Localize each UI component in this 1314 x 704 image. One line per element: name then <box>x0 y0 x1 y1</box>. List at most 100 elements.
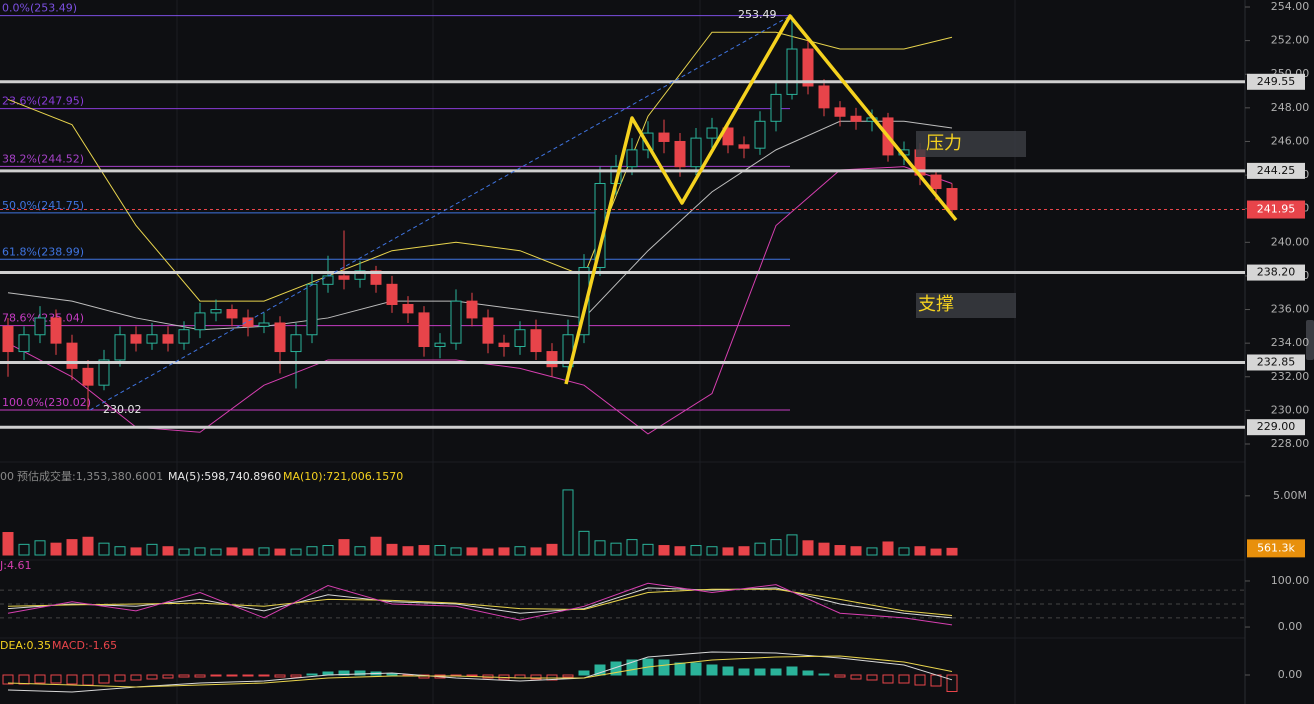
volume-bar <box>434 545 446 556</box>
candle-body <box>466 300 478 319</box>
candle-body <box>354 270 366 280</box>
macd-bar <box>754 668 766 676</box>
candle-body <box>514 329 526 348</box>
y-tick-label: 0.00 <box>1278 620 1303 633</box>
annotation-box <box>916 293 1016 318</box>
candle-body <box>626 149 638 168</box>
y-tick-label: 240.00 <box>1271 235 1310 248</box>
volume-bar <box>274 548 286 556</box>
volume-bar <box>2 532 14 556</box>
volume-bar <box>354 546 366 556</box>
kdj-line <box>7 587 953 619</box>
volume-bar <box>770 539 782 556</box>
volume-bar <box>146 543 158 556</box>
kdj-label: J:4.61 <box>0 559 31 572</box>
annotation-box <box>916 131 1026 157</box>
volume-bar <box>66 539 78 556</box>
level-label: 229.00 <box>1257 420 1296 433</box>
volume-bar <box>290 548 302 556</box>
volume-bar <box>466 547 478 556</box>
volume-bar <box>210 548 222 556</box>
volume-bar <box>802 540 814 556</box>
candle-body <box>146 334 158 344</box>
volume-bar <box>818 542 830 556</box>
volume-bar <box>674 546 686 556</box>
fib-trendline <box>89 15 791 411</box>
volume-bar <box>338 539 350 556</box>
macd-label: MACD:-1.65 <box>52 639 117 652</box>
y-tick-label: 0.00 <box>1278 668 1303 681</box>
peak-high-label: 253.49 <box>738 8 777 21</box>
macd-bar <box>82 674 94 686</box>
volume-bar <box>882 541 894 556</box>
last-price-label: 241.95 <box>1257 203 1296 216</box>
level-tag <box>1247 264 1305 281</box>
macd-bar <box>802 670 814 676</box>
macd-line <box>7 651 953 693</box>
volume-bar <box>626 539 638 556</box>
macd-bar <box>770 668 782 676</box>
candle-body <box>850 115 862 122</box>
candle-body <box>706 127 718 139</box>
current-volume-label: 561.3k <box>1257 541 1295 554</box>
volume-bar <box>98 542 110 556</box>
macd-bar <box>818 673 830 676</box>
volume-bar <box>914 546 926 556</box>
scroll-handle[interactable] <box>1306 320 1314 360</box>
volume-bar <box>194 547 206 556</box>
level-tag <box>1247 73 1305 90</box>
volume-bar <box>162 546 174 556</box>
candle-body <box>322 275 334 285</box>
fib-label: 50.0%(241.75) <box>2 199 84 212</box>
y-tick-label: 232.00 <box>1271 370 1310 383</box>
fib-label: 61.8%(238.99) <box>2 245 84 258</box>
volume-bar <box>226 547 238 556</box>
volume-bar <box>386 543 398 556</box>
macd-bar <box>834 674 846 678</box>
volume-bar <box>754 542 766 556</box>
y-tick-label: 228.00 <box>1271 437 1310 450</box>
volume-bar <box>610 542 622 556</box>
macd-bar <box>2 674 14 685</box>
volume-bar <box>706 546 718 556</box>
macd-bar <box>850 674 862 680</box>
candle-body <box>834 107 846 117</box>
level-label: 232.85 <box>1257 355 1296 368</box>
volume-bar <box>114 546 126 556</box>
bollinger-line <box>7 166 953 435</box>
last-price-tag <box>1247 200 1305 219</box>
level-label: 249.55 <box>1257 75 1296 88</box>
candle-body <box>50 317 62 344</box>
fib-label: 0.0%(253.49) <box>2 2 77 15</box>
volume-bar <box>898 547 910 556</box>
macd-bar <box>178 674 190 678</box>
candle-body <box>386 283 398 305</box>
candle-body <box>210 309 222 314</box>
candle-body <box>226 309 238 319</box>
y-tick-label: 236.00 <box>1271 303 1310 316</box>
volume-header: 00 <box>0 470 14 483</box>
candle-body <box>930 174 942 190</box>
volume-bar <box>82 536 94 556</box>
candle-body <box>130 334 142 344</box>
volume-bar <box>450 547 462 556</box>
candle-body <box>690 137 702 168</box>
level-label: 244.25 <box>1257 164 1296 177</box>
macd-line <box>7 655 953 688</box>
macd-bar <box>242 674 254 677</box>
volume-bar <box>834 545 846 556</box>
candle-body <box>242 317 254 327</box>
fib-label: 38.2%(244.52) <box>2 152 84 165</box>
macd-label: DEA:0.35 <box>0 639 51 652</box>
y-tick-label: 246.00 <box>1271 134 1310 147</box>
candle-body <box>82 367 94 386</box>
current-volume-tag <box>1247 539 1305 558</box>
macd-bar <box>18 674 30 685</box>
volume-bar <box>690 545 702 556</box>
y-tick-label: 234.00 <box>1271 336 1310 349</box>
volume-bar <box>418 545 430 556</box>
y-tick-label: 252.00 <box>1271 34 1310 47</box>
y-tick-label: 248.00 <box>1271 101 1310 114</box>
volume-bar <box>642 543 654 556</box>
